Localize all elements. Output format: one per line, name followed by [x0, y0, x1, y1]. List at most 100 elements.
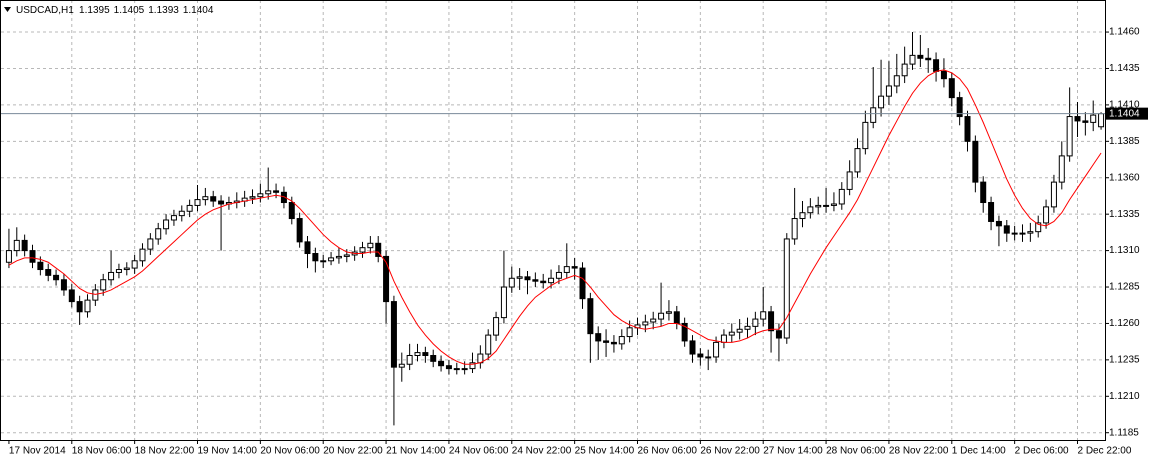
x-tick-label: 24 Nov 22:00 — [512, 446, 572, 457]
candle-body — [964, 116, 971, 142]
candle-body — [1082, 120, 1089, 123]
candle-body — [595, 333, 602, 342]
candle-body — [335, 255, 342, 259]
candle-body — [1027, 231, 1034, 234]
candle-body — [375, 242, 382, 257]
candle-body — [956, 97, 963, 118]
candle-body — [249, 196, 256, 199]
candle-body — [885, 85, 892, 97]
candle-body — [390, 301, 397, 368]
candle-body — [571, 266, 578, 269]
candle-body — [1098, 113, 1105, 128]
candle-body — [359, 247, 366, 253]
candle-body — [414, 352, 421, 356]
x-tick-label: 28 Nov 06:00 — [826, 446, 886, 457]
candle-body — [178, 210, 185, 217]
candle-body — [1043, 206, 1050, 224]
candle-body — [430, 354, 437, 362]
x-tick-label: 20 Nov 22:00 — [323, 446, 383, 457]
x-tick-label: 28 Nov 22:00 — [889, 446, 949, 457]
candle-body — [68, 289, 75, 303]
candle-body — [53, 274, 60, 281]
y-tick-label: 1.1235 — [1109, 355, 1140, 366]
y-tick-label: 1.1260 — [1109, 318, 1140, 329]
x-tick-label: 1 Dec 14:00 — [952, 446, 1006, 457]
candle-body — [972, 140, 979, 183]
candle-body — [893, 75, 900, 87]
candle-body — [1011, 232, 1018, 235]
candle-body — [728, 331, 735, 336]
candle-body — [438, 360, 445, 367]
candle-body — [563, 266, 570, 273]
price-label: 1.1404 — [1109, 108, 1140, 119]
candle-body — [21, 239, 28, 252]
candle-body — [343, 254, 350, 257]
candle-body — [139, 248, 146, 262]
candle-body — [100, 279, 107, 291]
x-tick-label: 17 Nov 2014 — [9, 446, 66, 457]
candle-body — [84, 299, 91, 313]
candle-body — [720, 334, 727, 343]
candle-body — [988, 202, 995, 222]
candle-body — [461, 368, 468, 371]
candle-body — [1074, 116, 1081, 122]
candle-body — [485, 334, 492, 355]
candle-body — [587, 298, 594, 335]
candle-body — [273, 190, 280, 193]
candle-body — [13, 239, 20, 252]
candle-body — [618, 336, 625, 345]
candle-body — [658, 312, 665, 320]
candle-body — [76, 301, 83, 313]
candle-body — [540, 280, 547, 284]
y-tick-label: 1.1460 — [1109, 27, 1140, 38]
candle-body — [940, 70, 947, 80]
x-tick-label: 18 Nov 22:00 — [135, 446, 195, 457]
candle-body — [642, 321, 649, 326]
y-tick-label: 1.1210 — [1109, 391, 1140, 402]
y-tick-label: 1.1410 — [1109, 100, 1140, 111]
candle-body — [508, 277, 515, 288]
candle-body — [147, 238, 154, 250]
symbol: USDCAD,H1 — [16, 5, 74, 16]
candle-body — [288, 202, 295, 220]
candle-body — [1003, 225, 1010, 234]
candle-body — [500, 286, 507, 319]
candle-body — [194, 199, 201, 206]
candle-body — [603, 340, 610, 343]
candle-body — [775, 330, 782, 339]
candle-body — [131, 260, 138, 269]
candle-body — [257, 193, 264, 198]
x-tick-label: 26 Nov 22:00 — [700, 446, 760, 457]
candle-body — [830, 203, 837, 206]
candle-body — [948, 78, 955, 99]
candle-body — [265, 190, 272, 195]
candle-body — [579, 267, 586, 300]
candle-body — [665, 311, 672, 314]
candle-body — [493, 317, 500, 336]
chart-header: USDCAD,H1 1.1395 1.1405 1.1393 1.1404 — [16, 5, 214, 16]
candle-body — [453, 368, 460, 371]
candle-body — [1035, 222, 1042, 233]
y-tick-label: 1.1360 — [1109, 172, 1140, 183]
plot-frame — [0, 0, 1106, 441]
candle-body — [516, 276, 523, 279]
moving-average — [8, 69, 1102, 365]
menu-triangle[interactable] — [4, 7, 11, 12]
y-tick-label: 1.1435 — [1109, 63, 1140, 74]
plot-layer — [1, 0, 1105, 440]
candle-body — [791, 218, 798, 240]
candle-body — [304, 241, 311, 255]
candle-body — [626, 327, 633, 338]
candle-body — [37, 261, 44, 271]
candle-body — [1058, 155, 1065, 183]
candle-body — [123, 267, 130, 271]
candle-body — [744, 325, 751, 330]
x-tick-label: 26 Nov 06:00 — [638, 446, 698, 457]
candle-body — [799, 212, 806, 220]
candle-body — [1090, 114, 1097, 123]
last-open: 1.1395 — [79, 5, 110, 16]
candle-body — [186, 204, 193, 212]
candle-body — [846, 171, 853, 190]
candle-body — [445, 365, 452, 370]
